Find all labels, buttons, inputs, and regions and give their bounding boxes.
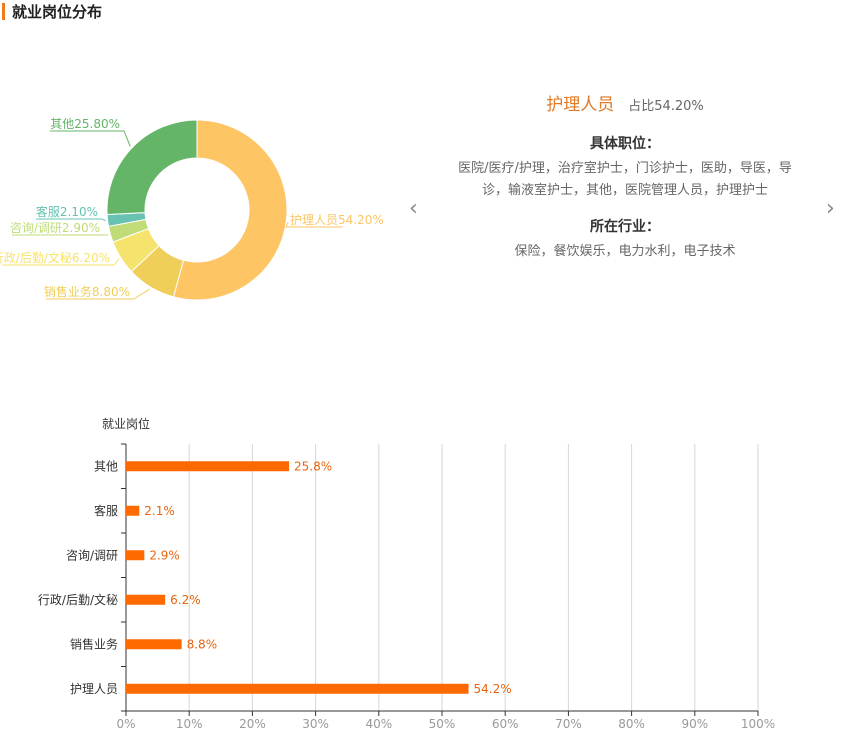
bar	[126, 550, 145, 561]
y-tick-label: 咨询/调研	[66, 547, 118, 562]
bar	[126, 683, 469, 694]
bar	[126, 505, 140, 516]
position-detail-panel: 护理人员 占比54.20% 具体职位： 医院/医疗/护理，治疗室护士，门诊护士，…	[438, 90, 812, 263]
positions-text: 医院/医疗/护理，治疗室护士，门诊护士，医助，导医，导 诊，输液室护士，其他，医…	[438, 158, 812, 202]
bar-value-label: 54.2%	[474, 682, 512, 696]
x-tick-label: 100%	[741, 717, 775, 731]
bar-value-label: 8.8%	[187, 637, 218, 651]
y-axis-label: 就业岗位	[102, 416, 150, 431]
leader-line	[36, 218, 106, 222]
x-tick-label: 50%	[429, 717, 456, 731]
bar	[126, 594, 166, 605]
industry-heading: 所在行业：	[590, 219, 660, 235]
slice-label: 行政/后勤/文秘6.20%	[0, 250, 110, 265]
x-tick-label: 30%	[302, 717, 329, 731]
prev-arrow-icon[interactable]: ‹	[409, 196, 418, 221]
x-tick-label: 40%	[365, 717, 392, 731]
bar	[126, 639, 182, 650]
x-tick-label: 80%	[618, 717, 645, 731]
y-tick-label: 其他	[94, 459, 118, 473]
positions-line: 医院/医疗/护理，治疗室护士，门诊护士，医助，导医，导	[458, 161, 792, 176]
y-tick-label: 销售业务	[70, 636, 118, 651]
x-tick-label: 90%	[681, 717, 708, 731]
bar-value-label: 2.9%	[149, 548, 180, 562]
bar	[126, 461, 290, 472]
leader-line	[50, 130, 131, 147]
positions-heading: 具体职位：	[590, 136, 660, 152]
slice-label: 其他25.80%	[50, 117, 120, 131]
y-tick-label: 行政/后勤/文秘	[38, 592, 118, 607]
positions-line: 诊，输液室护士，其他，医院管理人员，护理护士	[481, 183, 768, 198]
detail-share: 占比54.20%	[628, 99, 704, 114]
slice-label: 销售业务8.80%	[44, 284, 130, 299]
slice-label: 咨询/调研2.90%	[10, 220, 100, 235]
slice-label: 客服2.10%	[36, 204, 98, 219]
y-tick-label: 护理人员	[70, 682, 118, 696]
x-tick-label: 10%	[176, 717, 203, 731]
next-arrow-icon[interactable]: ›	[826, 196, 835, 221]
bar-value-label: 25.8%	[294, 459, 332, 473]
title-accent-bar	[2, 2, 5, 20]
leader-line	[46, 288, 150, 300]
industry-text: 保险，餐饮娱乐，电力水利，电子技术	[514, 244, 736, 259]
x-tick-label: 0%	[116, 717, 135, 731]
section-header: 就业岗位分布	[0, 0, 102, 22]
page-title: 就业岗位分布	[12, 2, 103, 21]
x-tick-label: 70%	[555, 717, 582, 731]
y-tick-label: 客服	[94, 503, 118, 518]
detail-header: 护理人员 占比54.20%	[438, 90, 812, 115]
x-tick-label: 20%	[239, 717, 266, 731]
donut-chart: 护理人员54.20% 销售业务8.80% 行政/后勤/文秘6.20% 咨询/调研2.9…	[0, 117, 384, 301]
slice-label: 护理人员54.20%	[290, 213, 384, 227]
leader-line	[285, 221, 343, 228]
bar-value-label: 6.2%	[170, 593, 201, 607]
x-tick-label: 60%	[492, 717, 519, 731]
leader-line	[2, 258, 120, 266]
donut-slice	[106, 119, 198, 216]
donut-slice	[172, 119, 288, 301]
bar-chart: 就业岗位 0% 10% 20% 30% 40% 50% 60% 70% 80% 90% 100% 其他 2…	[38, 416, 775, 731]
detail-position-name: 护理人员	[546, 95, 615, 115]
bar-value-label: 2.1%	[144, 504, 175, 518]
